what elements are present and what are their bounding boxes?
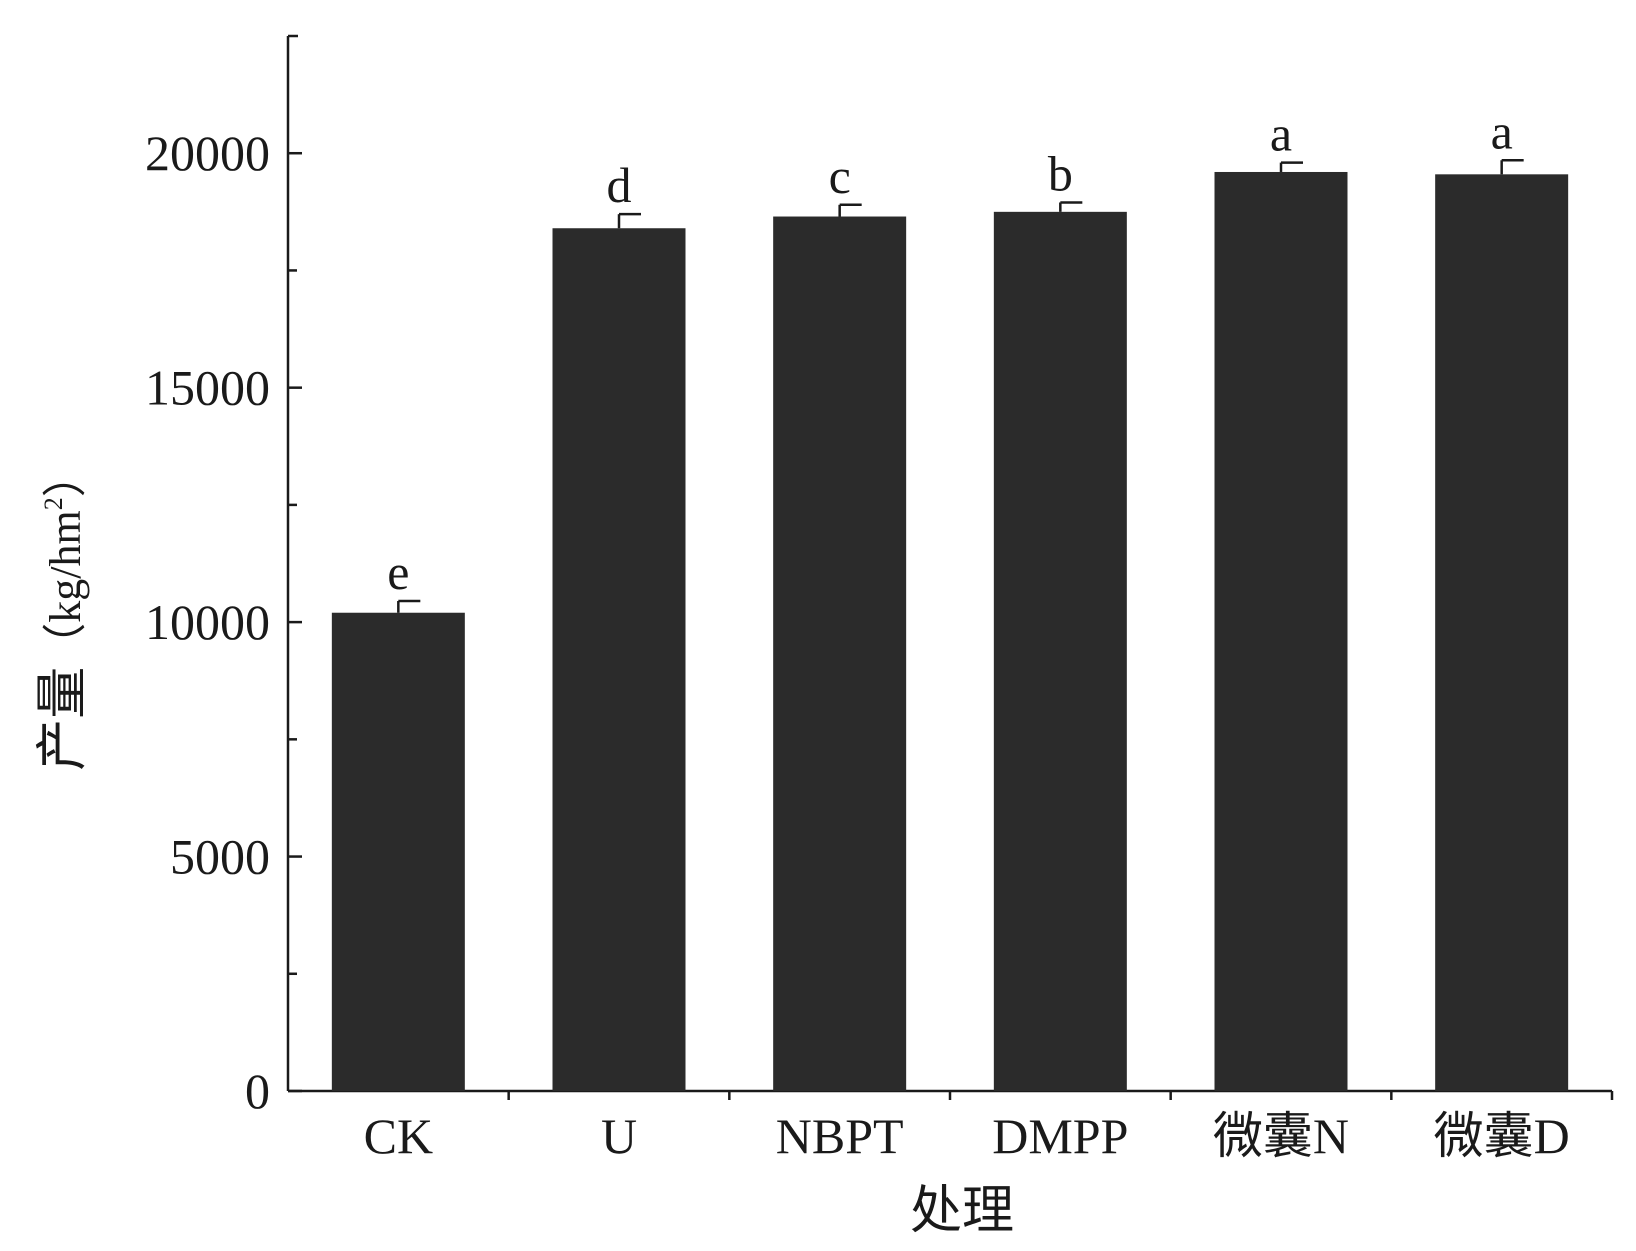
y-axis-label-paren-close: ）: [41, 453, 90, 497]
bars: [331, 171, 1569, 1092]
significance-letter: b: [1048, 145, 1073, 201]
y-tick-label: 5000: [170, 829, 270, 885]
significance-letter: d: [607, 157, 632, 213]
y-tick-label: 10000: [145, 594, 270, 650]
bar: [1435, 174, 1569, 1092]
bar: [773, 216, 907, 1091]
y-axis-label-paren-open: （: [41, 623, 90, 667]
y-axis: 0 5000 10000 15000 20000: [145, 34, 302, 1119]
x-tick-label: 微囊N: [1213, 1108, 1349, 1164]
bar: [993, 211, 1127, 1092]
y-axis-label-unit: kg/hm: [41, 510, 90, 622]
bar: [331, 612, 465, 1091]
error-bars: [397, 159, 1524, 613]
significance-letter: a: [1270, 106, 1292, 162]
significance-letter: e: [387, 544, 409, 600]
y-tick-label: 0: [245, 1063, 270, 1119]
x-tick-label: U: [601, 1108, 637, 1164]
y-tick-label: 15000: [145, 360, 270, 416]
x-tick-label: DMPP: [992, 1108, 1128, 1164]
y-tick-label: 20000: [145, 125, 270, 181]
y-axis-label: 产量（kg/hm2）: [35, 453, 92, 770]
bar: [552, 228, 686, 1091]
x-axis-label: 处理: [910, 1183, 1014, 1240]
significance-letters: e d c b a a: [387, 103, 1513, 600]
y-axis-label-main: 产量: [35, 667, 92, 771]
significance-letter: a: [1491, 103, 1513, 159]
x-axis: CK U NBPT DMPP 微囊N 微囊D: [288, 1089, 1614, 1164]
x-tick-label: NBPT: [776, 1108, 904, 1164]
y-axis-label-unit-sup: 2: [39, 497, 68, 510]
significance-letter: c: [829, 148, 851, 204]
x-tick-label: 微囊D: [1434, 1108, 1570, 1164]
bar: [1214, 171, 1348, 1091]
x-tick-label: CK: [364, 1108, 433, 1164]
